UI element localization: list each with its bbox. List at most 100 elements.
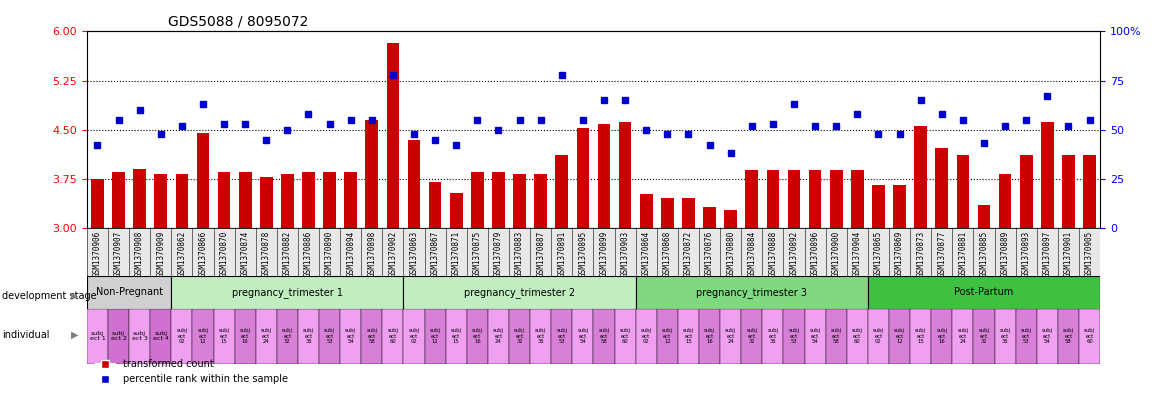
Bar — [867, 276, 1100, 309]
Text: GSM1370862: GSM1370862 — [177, 230, 186, 277]
Text: GSM1370868: GSM1370868 — [662, 230, 672, 277]
Text: subj
ect
24: subj ect 24 — [958, 328, 968, 344]
Text: subj
ect
32: subj ect 32 — [746, 328, 757, 344]
Text: GSM1370906: GSM1370906 — [93, 230, 102, 277]
Text: GSM1370902: GSM1370902 — [388, 230, 397, 277]
Bar — [361, 309, 382, 364]
Text: subj
ect
15: subj ect 15 — [219, 328, 229, 344]
Bar — [657, 309, 677, 364]
Text: subj
ect
58: subj ect 58 — [366, 328, 378, 344]
Text: pregnancy_trimester 1: pregnancy_trimester 1 — [232, 287, 343, 298]
Text: GSM1370876: GSM1370876 — [705, 230, 714, 277]
Bar — [977, 205, 990, 228]
Bar — [618, 122, 631, 228]
Bar — [762, 309, 784, 364]
Text: GDS5088 / 8095072: GDS5088 / 8095072 — [168, 15, 308, 29]
Bar — [1041, 122, 1054, 228]
Text: GSM1370898: GSM1370898 — [367, 230, 376, 277]
Bar — [530, 309, 551, 364]
Bar — [1020, 154, 1033, 228]
Text: GSM1370870: GSM1370870 — [220, 230, 228, 277]
Text: subj
ect 2: subj ect 2 — [110, 331, 126, 341]
Bar — [952, 309, 974, 364]
Text: GSM1370904: GSM1370904 — [852, 230, 862, 277]
Text: GSM1370889: GSM1370889 — [1001, 230, 1010, 277]
Bar — [1058, 309, 1079, 364]
Text: subj
ect
32: subj ect 32 — [281, 328, 293, 344]
Text: subj
ect
02: subj ect 02 — [176, 328, 188, 344]
Text: subj
ect
15: subj ect 15 — [683, 328, 694, 344]
Bar — [425, 309, 446, 364]
Text: pregnancy_trimester 2: pregnancy_trimester 2 — [464, 287, 576, 298]
Text: GSM1370863: GSM1370863 — [410, 230, 418, 277]
Text: subj
ect
36: subj ect 36 — [768, 328, 778, 344]
Bar — [154, 174, 167, 228]
Bar — [677, 309, 699, 364]
Bar — [826, 309, 846, 364]
Bar — [510, 309, 530, 364]
Text: GSM1370892: GSM1370892 — [790, 230, 799, 277]
Text: GSM1370909: GSM1370909 — [156, 230, 166, 277]
Bar — [636, 309, 657, 364]
Bar — [936, 148, 948, 228]
Bar — [1062, 154, 1075, 228]
Text: subj
ect
24: subj ect 24 — [261, 328, 272, 344]
Bar — [133, 169, 146, 228]
Bar — [344, 172, 357, 228]
Text: subj
ect
58: subj ect 58 — [1063, 328, 1073, 344]
Text: GSM1370865: GSM1370865 — [874, 230, 882, 277]
Bar — [615, 309, 636, 364]
Text: GSM1370897: GSM1370897 — [1043, 230, 1051, 277]
Text: subj
ect
36: subj ect 36 — [303, 328, 314, 344]
Text: ▶: ▶ — [72, 330, 79, 340]
Bar — [974, 309, 995, 364]
Bar — [577, 129, 589, 228]
Text: subj
ect
60: subj ect 60 — [388, 328, 398, 344]
Bar — [957, 154, 969, 228]
Text: subj
ect
54: subj ect 54 — [809, 328, 821, 344]
Text: GSM1370907: GSM1370907 — [113, 230, 123, 277]
Bar — [534, 174, 547, 228]
Bar — [235, 309, 256, 364]
Text: GSM1370885: GSM1370885 — [980, 230, 989, 277]
Text: GSM1370867: GSM1370867 — [431, 230, 440, 277]
Text: subj
ect
54: subj ect 54 — [578, 328, 588, 344]
Text: GSM1370877: GSM1370877 — [937, 230, 946, 277]
Text: subj
ect
16: subj ect 16 — [937, 328, 947, 344]
Text: GSM1370900: GSM1370900 — [831, 230, 841, 277]
Text: subj
ect
53: subj ect 53 — [789, 328, 799, 344]
Text: GSM1370896: GSM1370896 — [811, 230, 820, 277]
Bar — [572, 309, 593, 364]
Text: GSM1370890: GSM1370890 — [325, 230, 335, 277]
Text: subj
ect
32: subj ect 32 — [979, 328, 989, 344]
Text: subj
ect
02: subj ect 02 — [873, 328, 884, 344]
Text: GSM1370864: GSM1370864 — [642, 230, 651, 277]
Bar — [805, 309, 826, 364]
Bar — [846, 309, 867, 364]
Text: subj
ect
12: subj ect 12 — [662, 328, 673, 344]
Text: subj
ect
15: subj ect 15 — [915, 328, 926, 344]
Text: subj
ect
54: subj ect 54 — [1042, 328, 1053, 344]
Bar — [192, 309, 213, 364]
Text: subj
ect
12: subj ect 12 — [894, 328, 906, 344]
Text: GSM1370881: GSM1370881 — [959, 230, 967, 277]
Bar — [387, 43, 400, 228]
Bar — [323, 172, 336, 228]
Text: GSM1370882: GSM1370882 — [283, 230, 292, 277]
Bar — [151, 309, 171, 364]
Bar — [366, 120, 379, 228]
Bar — [741, 309, 762, 364]
Bar — [720, 309, 741, 364]
Bar — [784, 309, 805, 364]
Bar — [640, 194, 653, 228]
Text: GSM1370908: GSM1370908 — [135, 230, 144, 277]
Text: subj
ect
15: subj ect 15 — [450, 328, 462, 344]
Text: GSM1370874: GSM1370874 — [241, 230, 250, 277]
Bar — [446, 309, 467, 364]
Bar — [259, 177, 272, 228]
Bar — [492, 172, 505, 228]
Bar — [808, 170, 821, 228]
Text: GSM1370893: GSM1370893 — [1021, 230, 1031, 277]
Bar — [298, 309, 320, 364]
Bar — [176, 174, 188, 228]
